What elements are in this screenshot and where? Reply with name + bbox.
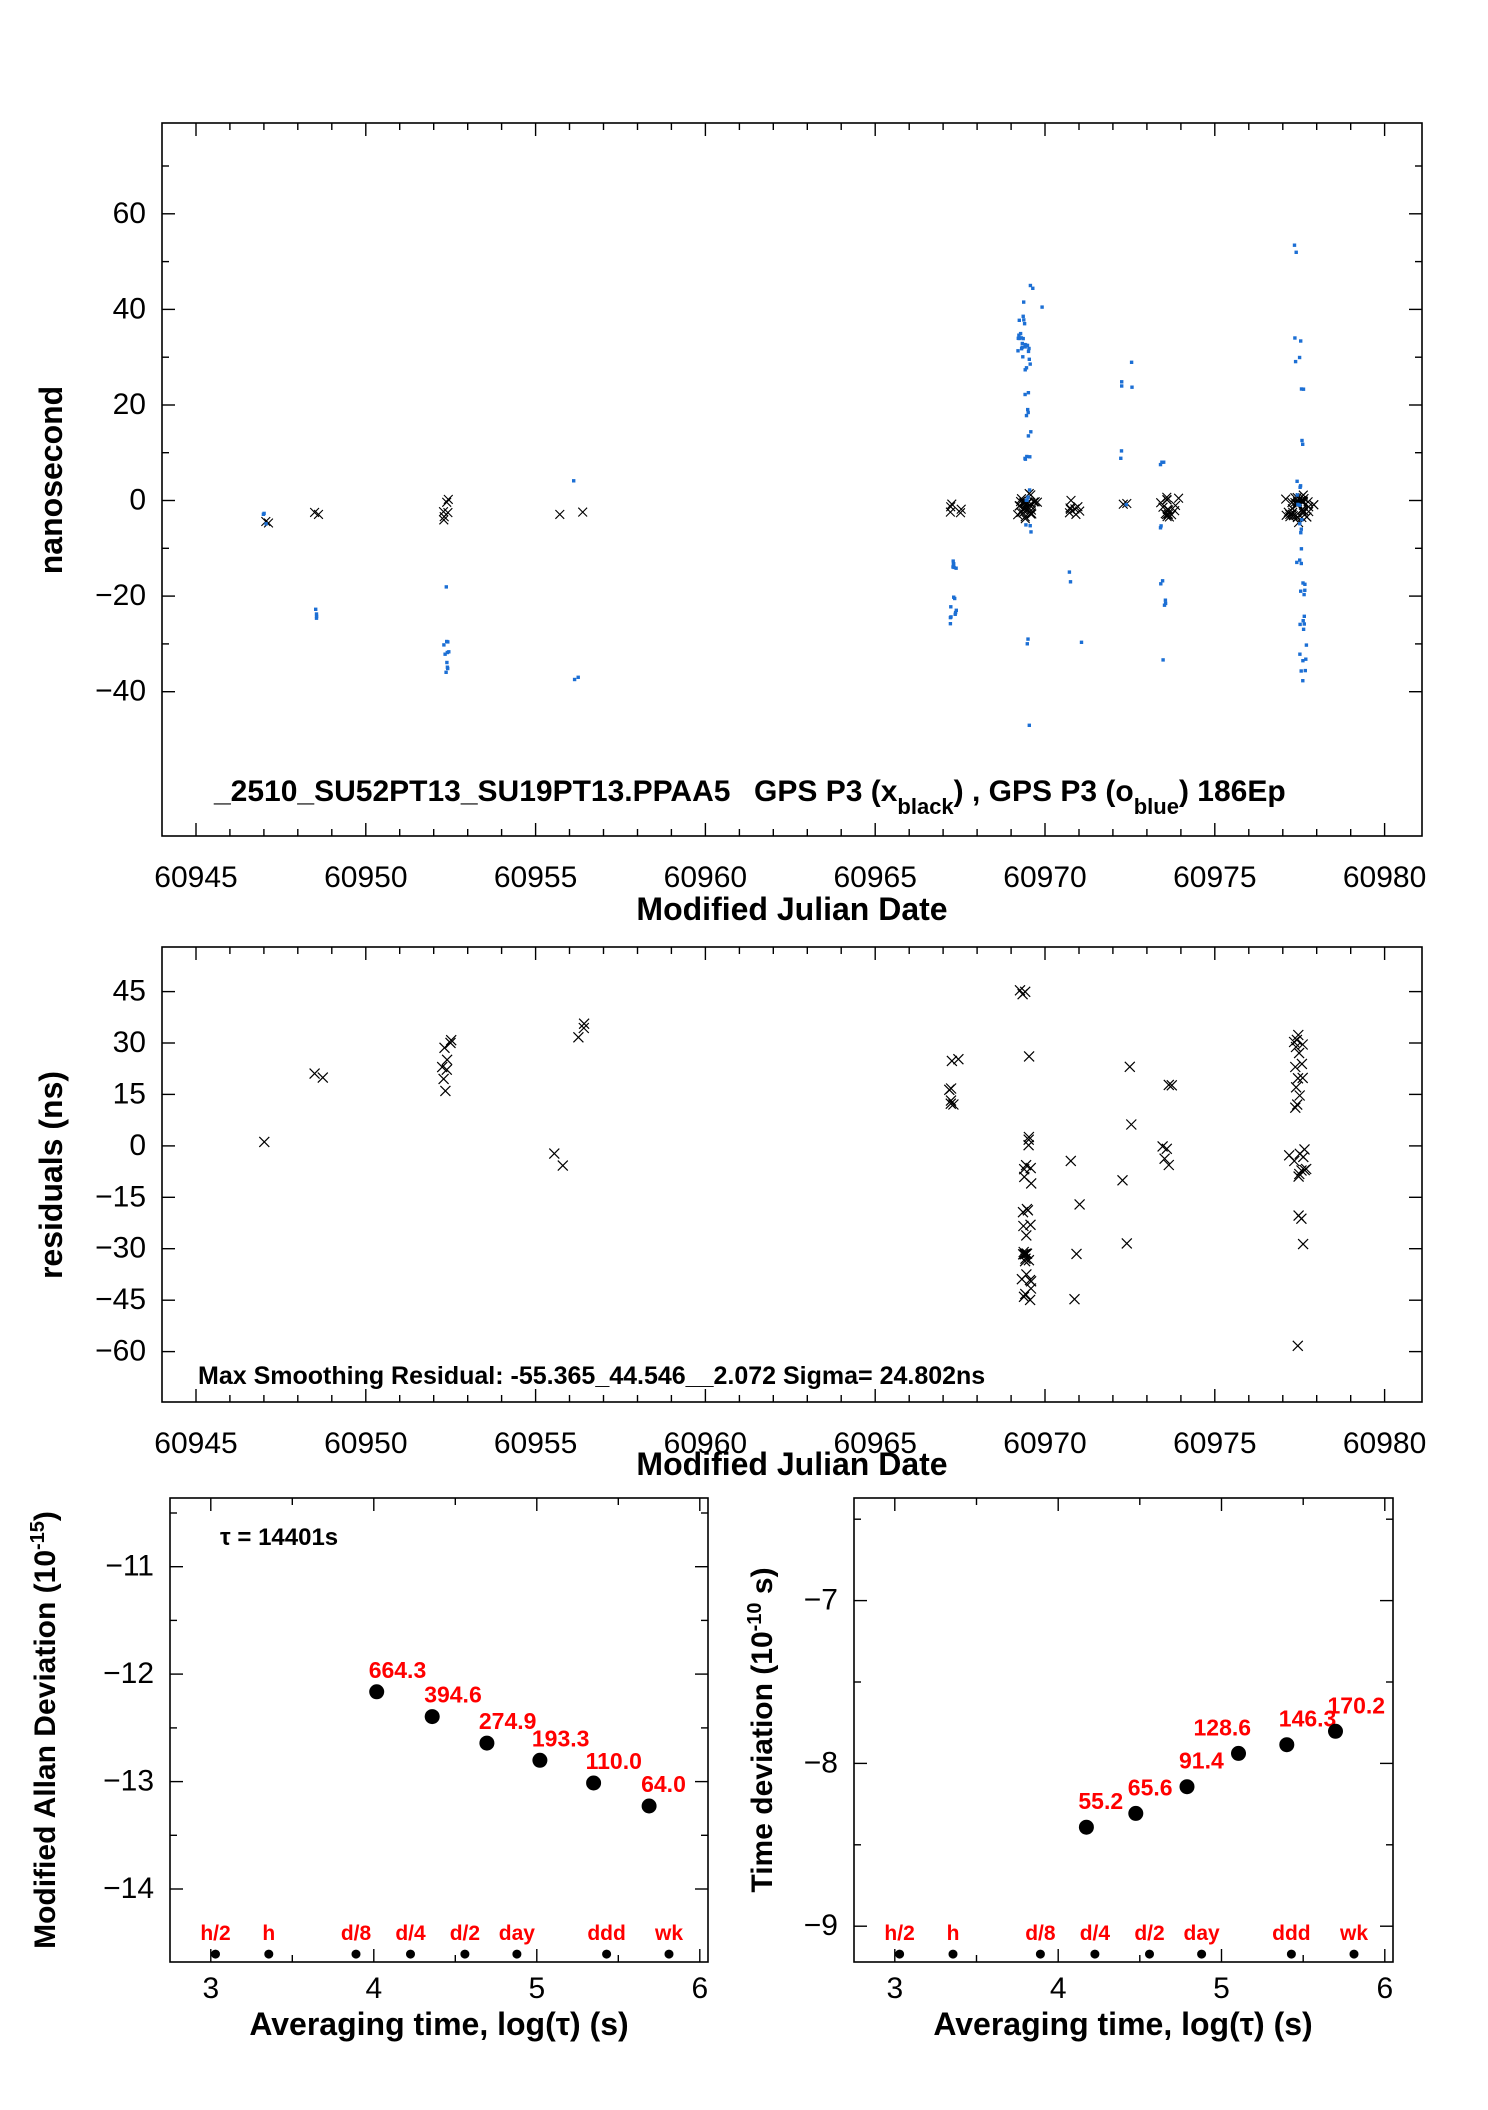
svg-text:nanosecond: nanosecond: [33, 386, 69, 574]
svg-text:−9: −9: [804, 1909, 838, 1942]
svg-text:60970: 60970: [1003, 861, 1086, 894]
svg-text:60950: 60950: [324, 1427, 407, 1460]
svg-text:τ = 14401s: τ = 14401s: [220, 1524, 338, 1551]
svg-text:91.4: 91.4: [1179, 1748, 1224, 1774]
svg-text:−20: −20: [95, 579, 146, 612]
svg-text:60950: 60950: [324, 861, 407, 894]
svg-text:60970: 60970: [1003, 1427, 1086, 1460]
svg-text:45: 45: [113, 975, 146, 1008]
svg-text:day: day: [499, 1922, 536, 1945]
svg-text:4: 4: [365, 1972, 382, 2005]
svg-text:60955: 60955: [494, 1427, 577, 1460]
svg-text:ddd: ddd: [1272, 1922, 1310, 1945]
svg-text:55.2: 55.2: [1078, 1788, 1123, 1814]
svg-text:d/2: d/2: [450, 1922, 480, 1945]
svg-text:−11: −11: [105, 1550, 154, 1583]
svg-text:−40: −40: [95, 675, 146, 708]
svg-text:60975: 60975: [1173, 861, 1256, 894]
svg-text:Modified Julian Date: Modified Julian Date: [636, 891, 947, 927]
svg-text:wk: wk: [654, 1922, 683, 1945]
svg-text:193.3: 193.3: [532, 1725, 590, 1751]
svg-text:15: 15: [113, 1077, 146, 1110]
svg-text:residuals (ns): residuals (ns): [33, 1071, 69, 1279]
svg-text:60945: 60945: [154, 1427, 237, 1460]
svg-text:day: day: [1184, 1922, 1221, 1945]
svg-text:3: 3: [202, 1972, 219, 2005]
svg-text:wk: wk: [1339, 1922, 1368, 1945]
svg-text:h: h: [947, 1922, 960, 1945]
svg-text:−12: −12: [103, 1657, 154, 1690]
svg-text:60980: 60980: [1343, 1427, 1426, 1460]
svg-text:664.3: 664.3: [369, 1657, 427, 1683]
svg-text:h/2: h/2: [200, 1922, 230, 1945]
svg-text:−30: −30: [95, 1232, 146, 1265]
svg-text:−8: −8: [804, 1746, 838, 1779]
svg-text:Modified Allan Deviation (10-1: Modified Allan Deviation (10-15): [27, 1511, 62, 1949]
svg-text:40: 40: [113, 292, 146, 325]
svg-text:−7: −7: [804, 1584, 838, 1617]
svg-text:394.6: 394.6: [424, 1682, 482, 1708]
svg-text:4: 4: [1050, 1972, 1067, 2005]
svg-text:110.0: 110.0: [586, 1748, 642, 1774]
svg-text:64.0: 64.0: [641, 1771, 686, 1797]
svg-text:−15: −15: [95, 1180, 146, 1213]
svg-text:60: 60: [113, 197, 146, 230]
svg-text:Max Smoothing Residual: -55.36: Max Smoothing Residual: -55.365_44.546__…: [198, 1362, 985, 1390]
svg-text:h: h: [262, 1922, 275, 1945]
svg-text:Modified Julian Date: Modified Julian Date: [636, 1446, 947, 1482]
svg-text:60975: 60975: [1173, 1427, 1256, 1460]
svg-text:5: 5: [528, 1972, 545, 2005]
svg-text:3: 3: [886, 1972, 903, 2005]
svg-text:−14: −14: [103, 1872, 154, 1905]
svg-text:d/4: d/4: [1080, 1922, 1111, 1945]
svg-text:−13: −13: [103, 1765, 154, 1798]
svg-text:d/8: d/8: [1025, 1922, 1056, 1945]
svg-text:60960: 60960: [664, 861, 747, 894]
svg-text:6: 6: [1376, 1972, 1393, 2005]
svg-text:60955: 60955: [494, 861, 577, 894]
svg-text:30: 30: [113, 1026, 146, 1059]
svg-text:ddd: ddd: [587, 1922, 625, 1945]
svg-text:5: 5: [1213, 1972, 1230, 2005]
svg-text:60980: 60980: [1343, 861, 1426, 894]
svg-text:128.6: 128.6: [1194, 1714, 1252, 1740]
svg-text:d/4: d/4: [395, 1922, 426, 1945]
svg-text:−60: −60: [95, 1335, 146, 1368]
svg-text:6: 6: [691, 1972, 708, 2005]
svg-text:−45: −45: [95, 1283, 146, 1316]
svg-text:170.2: 170.2: [1328, 1692, 1386, 1718]
svg-text:274.9: 274.9: [479, 1708, 537, 1734]
svg-text:Averaging time, log(τ) (s): Averaging time, log(τ) (s): [933, 2006, 1312, 2042]
svg-text:65.6: 65.6: [1128, 1774, 1173, 1800]
svg-text:h/2: h/2: [884, 1922, 914, 1945]
svg-text:60945: 60945: [154, 861, 237, 894]
svg-text:d/8: d/8: [341, 1922, 372, 1945]
svg-text:0: 0: [129, 1129, 146, 1162]
svg-text:_2510_SU52PT13_SU19PT13.PPAA5: _2510_SU52PT13_SU19PT13.PPAA5: [213, 775, 730, 808]
svg-text:0: 0: [129, 484, 146, 517]
svg-text:20: 20: [113, 388, 146, 421]
svg-text:Averaging time, log(τ) (s): Averaging time, log(τ) (s): [249, 2006, 628, 2042]
svg-text:60965: 60965: [833, 861, 916, 894]
svg-text:d/2: d/2: [1134, 1922, 1164, 1945]
